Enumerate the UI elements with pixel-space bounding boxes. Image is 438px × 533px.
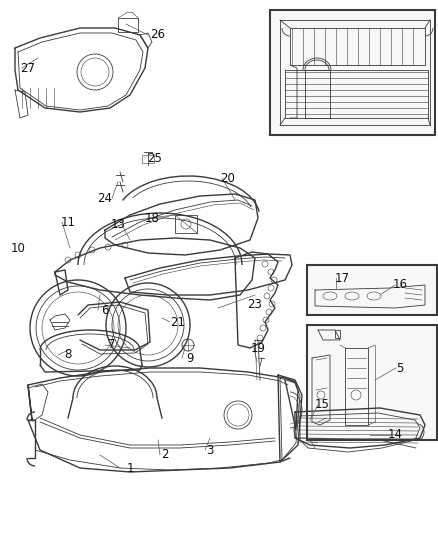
- Bar: [307, 265, 437, 315]
- Text: 8: 8: [64, 349, 72, 361]
- Text: 16: 16: [392, 279, 407, 292]
- Text: 23: 23: [247, 298, 262, 311]
- Text: 26: 26: [151, 28, 166, 42]
- Text: 6: 6: [101, 303, 109, 317]
- Text: 18: 18: [145, 212, 159, 224]
- Text: 13: 13: [110, 219, 125, 231]
- Text: 27: 27: [21, 61, 35, 75]
- Bar: [307, 325, 437, 440]
- Bar: [270, 10, 435, 135]
- Text: 24: 24: [98, 191, 113, 205]
- Text: 2: 2: [161, 448, 169, 462]
- Text: 20: 20: [221, 172, 236, 184]
- Text: 19: 19: [251, 342, 265, 354]
- Text: 7: 7: [108, 338, 116, 351]
- Text: 15: 15: [314, 399, 329, 411]
- Text: 9: 9: [186, 351, 194, 365]
- Text: 10: 10: [11, 241, 25, 254]
- Text: 11: 11: [60, 215, 75, 229]
- Text: 25: 25: [148, 151, 162, 165]
- Bar: [175, 215, 197, 233]
- Text: 1: 1: [126, 462, 134, 474]
- Text: 5: 5: [396, 361, 404, 375]
- Bar: [142, 155, 154, 163]
- Text: 17: 17: [335, 271, 350, 285]
- Text: 3: 3: [206, 443, 214, 456]
- Text: 21: 21: [170, 316, 186, 328]
- Bar: [118, 18, 138, 32]
- Text: 14: 14: [388, 429, 403, 441]
